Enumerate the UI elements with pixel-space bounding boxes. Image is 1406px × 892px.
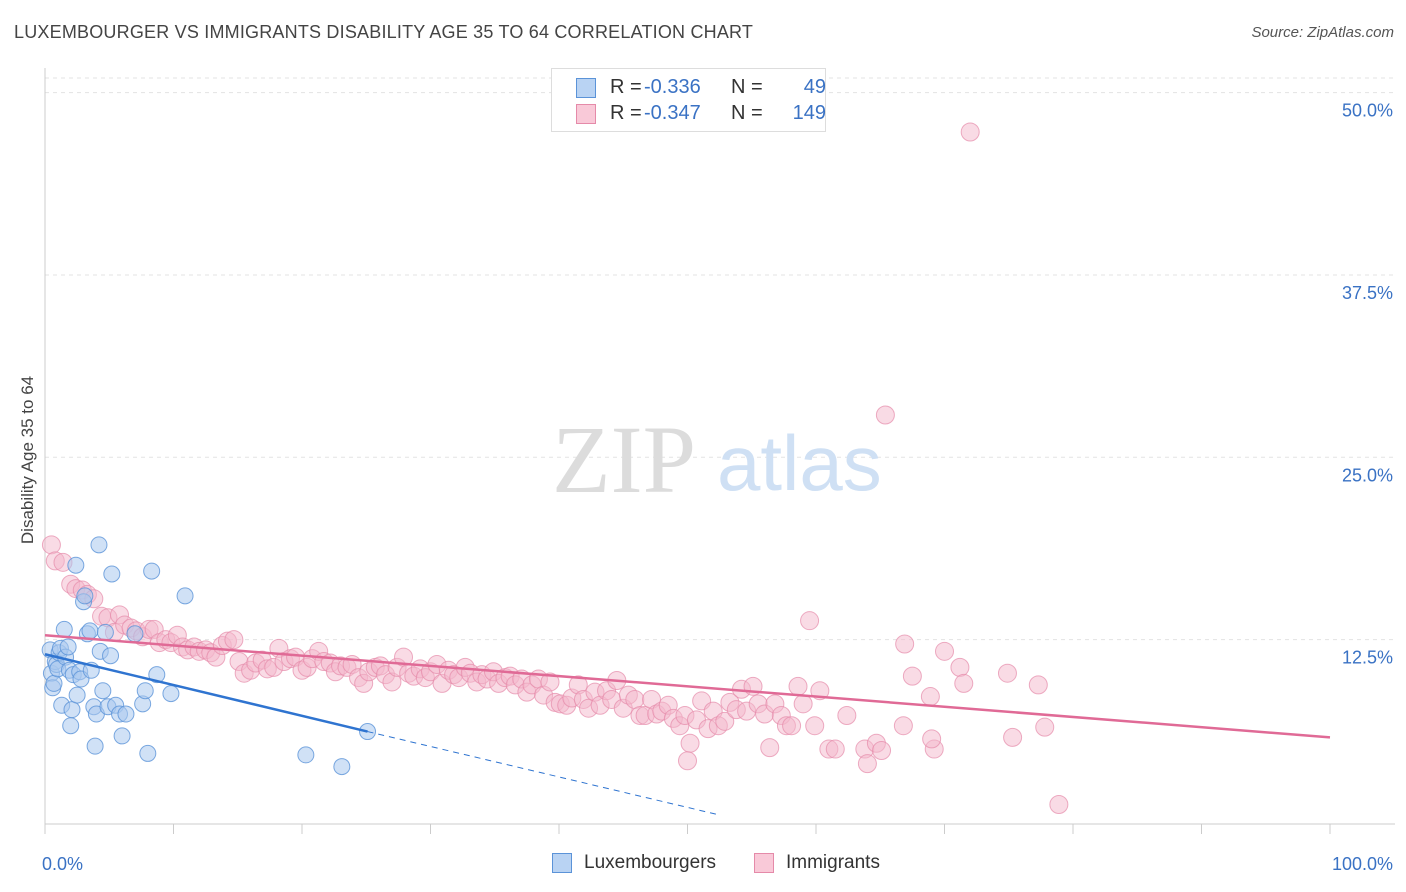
- immigrant-point: [872, 741, 892, 761]
- immigrant-point: [715, 711, 735, 731]
- immigrant-point: [922, 729, 942, 749]
- legend-r-value: -0.347: [644, 102, 701, 124]
- correlation-legend: R = -0.336 N = 49 R = -0.347 N = 149: [551, 68, 826, 132]
- chart-title: LUXEMBOURGER VS IMMIGRANTS DISABILITY AG…: [14, 22, 754, 42]
- immigrant-point: [805, 716, 825, 736]
- legend-r-label: R =: [610, 76, 642, 98]
- luxembourger-point: [103, 565, 121, 583]
- immigrant-point: [954, 673, 974, 693]
- luxembourger-point: [102, 647, 120, 665]
- luxembourger-point: [297, 746, 315, 764]
- immigrant-point: [875, 405, 895, 425]
- trend-lines: [44, 634, 1331, 816]
- immigrant-point: [793, 694, 813, 714]
- y-tick-label: 12.5%: [1342, 648, 1393, 668]
- luxembourger-point: [76, 587, 94, 605]
- blue-swatch: [552, 853, 572, 873]
- luxembourgers-trend-line: [44, 653, 368, 733]
- immigrant-point: [920, 687, 940, 707]
- immigrant-point: [41, 535, 61, 555]
- luxembourger-point: [45, 674, 63, 692]
- watermark-zip: ZIP: [552, 406, 696, 513]
- immigrants-trend-line: [44, 634, 1331, 739]
- immigrant-point: [837, 706, 857, 726]
- immigrant-point: [893, 716, 913, 736]
- luxembourger-point: [143, 562, 161, 580]
- luxembourger-point: [148, 666, 166, 684]
- immigrant-point: [857, 754, 877, 774]
- y-tick-label: 25.0%: [1342, 465, 1393, 485]
- legend-r-label: R =: [610, 102, 642, 124]
- luxembourger-point: [55, 620, 73, 638]
- legend-n-label: N =: [731, 102, 763, 124]
- tick-labels: 12.5% 25.0% 37.5% 50.0% 0.0% 100.0%: [42, 101, 1393, 874]
- luxembourgers-trend-extension: [367, 731, 719, 816]
- luxembourger-point: [96, 623, 114, 641]
- blue-swatch: [576, 78, 596, 98]
- luxembourger-point: [333, 758, 351, 776]
- bottom-legend-label: Luxembourgers: [584, 852, 717, 873]
- pink-swatch: [576, 104, 596, 124]
- legend-r-value: -0.336: [644, 76, 701, 98]
- immigrant-point: [680, 733, 700, 753]
- luxembourger-point: [136, 682, 154, 700]
- source-credit: Source: ZipAtlas.com: [1251, 24, 1394, 41]
- luxembourger-point: [67, 556, 85, 574]
- luxembourger-point: [94, 682, 112, 700]
- legend-n-value: 49: [803, 76, 826, 98]
- y-tick-label: 37.5%: [1342, 283, 1393, 303]
- immigrant-point: [997, 663, 1017, 683]
- luxembourger-point: [86, 737, 104, 755]
- immigrant-point: [760, 738, 780, 758]
- luxembourger-point: [63, 701, 81, 719]
- immigrant-point: [678, 751, 697, 771]
- luxembourger-point: [162, 685, 180, 703]
- immigrant-point: [935, 641, 954, 661]
- immigrant-point: [895, 634, 915, 654]
- immigrant-point: [902, 666, 922, 686]
- immigrant-point: [960, 122, 980, 142]
- luxembourger-point: [68, 686, 86, 704]
- x-tick-label: 0.0%: [42, 854, 83, 874]
- immigrant-point: [810, 681, 830, 701]
- watermark-atlas: atlas: [717, 419, 882, 507]
- pink-swatch: [754, 853, 774, 873]
- immigrant-point: [625, 689, 645, 709]
- x-tick-label: 100.0%: [1332, 854, 1393, 874]
- luxembourger-point: [90, 536, 108, 554]
- legend-n-value: 149: [792, 102, 826, 124]
- y-tick-label: 50.0%: [1342, 101, 1393, 121]
- luxembourger-point: [139, 744, 157, 762]
- immigrant-point: [825, 739, 845, 759]
- immigrant-point: [1028, 675, 1048, 695]
- immigrant-point: [1035, 717, 1055, 737]
- luxembourger-point: [113, 727, 131, 745]
- luxembourger-point: [81, 622, 99, 640]
- immigrant-point: [950, 657, 970, 677]
- luxembourger-point: [59, 638, 77, 656]
- immigrant-point: [782, 716, 802, 736]
- immigrant-point: [800, 611, 820, 631]
- immigrant-point: [540, 672, 560, 692]
- axes: [44, 68, 1395, 834]
- legend-n-label: N =: [731, 76, 763, 98]
- immigrant-point: [788, 676, 808, 696]
- luxembourger-point: [62, 717, 80, 735]
- watermark: ZIP atlas: [552, 406, 882, 513]
- bottom-legend-label: Immigrants: [786, 852, 880, 873]
- immigrant-point: [1049, 794, 1069, 814]
- immigrant-point: [224, 630, 244, 650]
- luxembourger-point: [176, 587, 194, 605]
- immigrant-point: [1003, 727, 1023, 747]
- gridlines: [45, 77, 1395, 641]
- luxembourger-point: [126, 625, 144, 643]
- luxembourger-point: [117, 705, 135, 723]
